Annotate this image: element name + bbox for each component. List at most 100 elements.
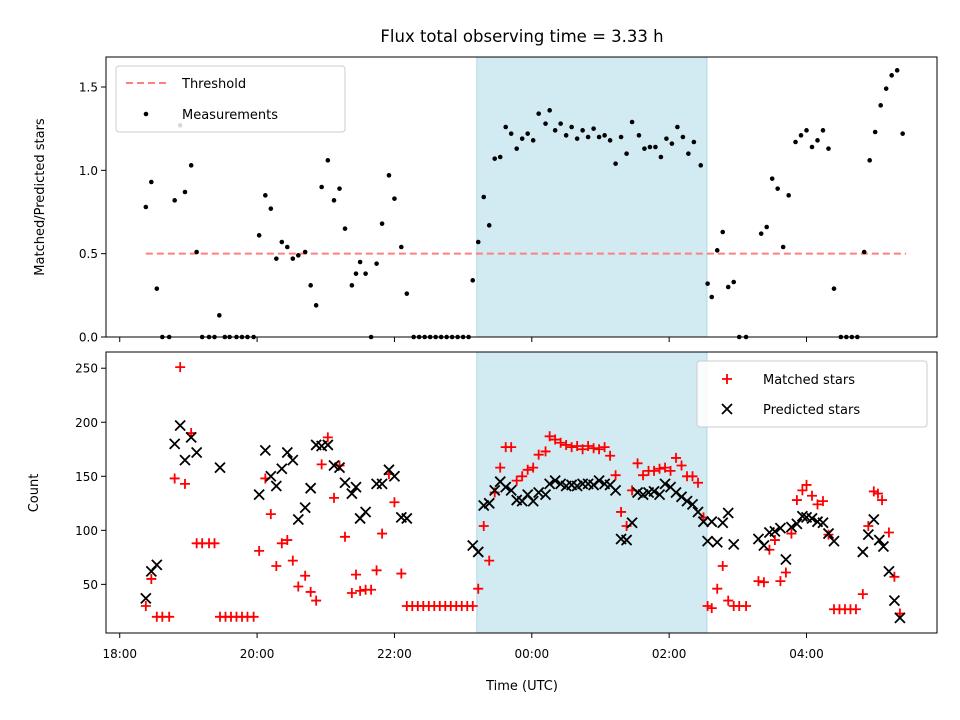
data-point	[140, 592, 152, 605]
data-point	[580, 128, 585, 133]
data-point	[786, 528, 797, 539]
data-point	[566, 442, 577, 453]
data-point	[563, 133, 569, 138]
data-point	[151, 559, 163, 571]
data-point	[350, 481, 362, 493]
data-point	[591, 126, 596, 131]
legend-label: Predicted stars	[763, 403, 860, 418]
data-point	[599, 442, 610, 453]
data-point	[300, 570, 311, 581]
data-point	[357, 259, 363, 265]
y-tick-label: 100	[75, 524, 98, 538]
data-point	[172, 198, 177, 203]
y-tick-label: 0.0	[79, 331, 98, 345]
data-point	[775, 576, 786, 587]
data-point	[653, 144, 658, 150]
data-point	[577, 444, 588, 455]
x-tick-label: 22:00	[377, 647, 412, 661]
data-point	[285, 244, 290, 250]
data-point	[175, 362, 186, 373]
data-point	[680, 134, 686, 140]
data-point	[758, 539, 770, 552]
data-point	[883, 86, 889, 91]
data-point	[486, 223, 492, 228]
x-tick-label: 02:00	[652, 647, 687, 661]
data-point	[647, 144, 653, 150]
data-point	[305, 586, 316, 597]
data-point	[374, 261, 379, 266]
data-point	[786, 193, 791, 198]
data-point	[780, 553, 792, 566]
data-point	[533, 486, 545, 499]
data-point	[706, 516, 718, 528]
data-point	[544, 478, 556, 490]
data-point	[346, 588, 357, 599]
data-point	[741, 600, 752, 611]
data-point	[780, 244, 786, 250]
data-point	[517, 471, 528, 482]
data-point	[861, 249, 867, 255]
data-point	[522, 464, 533, 475]
data-point	[473, 583, 484, 594]
x-tick-label: 18:00	[102, 647, 137, 661]
data-point	[714, 248, 720, 253]
data-point	[388, 470, 401, 482]
data-point	[475, 239, 481, 245]
bottom-panel-y-axis-label: Count	[27, 474, 42, 513]
data-point	[558, 121, 563, 126]
data-point	[530, 138, 536, 143]
data-point	[256, 233, 262, 238]
data-point	[164, 611, 175, 622]
data-point	[311, 595, 322, 606]
data-point	[873, 534, 885, 546]
y-tick-label: 1.5	[79, 81, 98, 95]
data-point	[867, 158, 872, 163]
data-point	[287, 454, 299, 466]
data-point	[629, 119, 635, 125]
data-point	[877, 540, 890, 553]
data-point	[671, 452, 682, 463]
data-point	[276, 538, 287, 549]
data-point	[308, 283, 313, 288]
data-point	[883, 565, 895, 578]
data-point	[764, 224, 769, 230]
legend: Threshold Measurements	[115, 65, 346, 133]
data-point	[638, 470, 649, 481]
data-point	[723, 595, 734, 606]
data-point	[653, 489, 666, 501]
legend-box	[696, 360, 928, 428]
data-point	[263, 193, 268, 198]
data-point	[585, 134, 591, 140]
data-point	[182, 189, 188, 195]
data-point	[209, 538, 220, 549]
data-point	[797, 485, 808, 496]
data-point	[883, 527, 894, 538]
data-point	[483, 497, 495, 509]
data-point	[620, 534, 633, 546]
data-point	[831, 286, 837, 291]
data-point	[665, 465, 676, 476]
data-point	[769, 176, 775, 181]
data-point	[536, 111, 541, 116]
data-point	[316, 459, 327, 470]
data-point	[248, 611, 259, 622]
data-point	[664, 136, 669, 141]
data-point	[322, 432, 333, 443]
data-point	[791, 495, 802, 506]
legend-measurements-swatch	[143, 111, 149, 117]
data-point	[299, 501, 311, 514]
data-point	[780, 567, 791, 578]
data-point	[574, 136, 580, 141]
data-point	[583, 441, 594, 452]
data-point	[857, 546, 869, 558]
x-tick-label: 00:00	[515, 647, 550, 661]
data-point	[279, 239, 285, 245]
data-point	[889, 571, 900, 582]
data-point	[544, 431, 555, 442]
data-point	[346, 487, 358, 500]
series-matched-stars	[140, 362, 905, 622]
data-point	[500, 481, 512, 493]
legend-swatch	[721, 403, 733, 415]
data-point	[806, 512, 818, 525]
data-point	[319, 184, 324, 190]
